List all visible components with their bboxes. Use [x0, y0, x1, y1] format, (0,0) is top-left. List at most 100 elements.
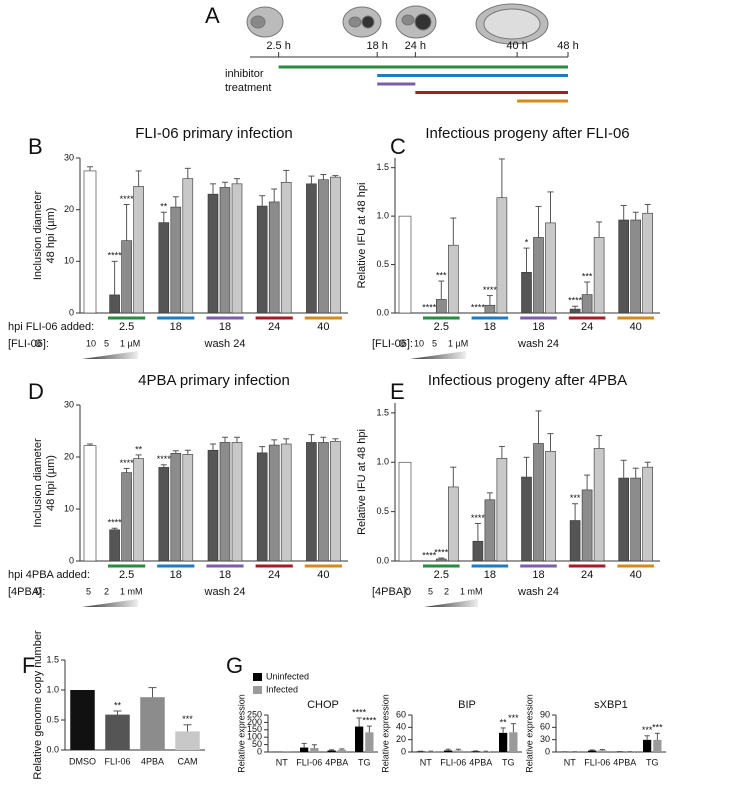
- group-note: wash 24: [517, 586, 559, 598]
- group-label: 18: [219, 321, 231, 333]
- conc-label: [4PBA]:: [8, 586, 45, 598]
- bar: [618, 477, 630, 562]
- conc-tick: 2: [444, 586, 449, 596]
- panel-letter: A: [205, 3, 220, 28]
- significance: ***: [436, 270, 447, 280]
- bar: [109, 294, 120, 314]
- y-tick-label: 50: [252, 739, 262, 749]
- group-label: 18: [219, 569, 231, 581]
- treatment-label: inhibitor: [225, 68, 264, 80]
- conc-gradient: [82, 351, 138, 359]
- group-label: 18: [170, 569, 182, 581]
- bar: [533, 237, 544, 314]
- significance: ****: [352, 707, 367, 717]
- y-tick-label: 20: [64, 204, 74, 214]
- significance: ****: [483, 285, 498, 295]
- y-tick-label: 30: [540, 734, 550, 744]
- bar: [121, 472, 132, 562]
- bar: [219, 187, 231, 314]
- conc-gradient: [82, 599, 138, 607]
- y-tick-label: 20: [64, 451, 74, 461]
- group-label: 24: [268, 569, 280, 581]
- y-tick-label: 0: [545, 746, 550, 756]
- panel-letter: B: [28, 134, 43, 159]
- conc-tick: 10: [86, 338, 96, 348]
- conc-tick: 0: [405, 586, 411, 598]
- x-tick-label: CAM: [178, 756, 198, 766]
- bar: [231, 183, 243, 314]
- group-label: 18: [532, 321, 544, 333]
- significance: ***: [642, 725, 653, 735]
- legend-swatch: [253, 686, 262, 694]
- group-label: 18: [532, 569, 544, 581]
- bar: [598, 750, 607, 752]
- x-tick-label: FLI-06: [104, 756, 130, 766]
- group-note: wash 24: [517, 338, 559, 350]
- x-tick-label: TG: [358, 757, 371, 767]
- bar: [435, 299, 447, 314]
- bar: [170, 453, 182, 562]
- y-axis-label: Inclusion diameter: [32, 438, 44, 528]
- conc-tick: 5: [428, 586, 433, 596]
- y-tick-label: 0: [69, 555, 74, 565]
- y-axis-label: Inclusion diameter: [32, 191, 44, 281]
- tick-label: 24 h: [405, 40, 426, 52]
- significance: ***: [652, 723, 663, 733]
- x-tick-label: FLI-06: [584, 757, 610, 767]
- group-label: 24: [268, 321, 280, 333]
- group-label: 18: [170, 321, 182, 333]
- bar: [545, 451, 556, 562]
- bar: [140, 697, 165, 750]
- significance: ****: [471, 302, 486, 312]
- bar: [588, 750, 597, 752]
- bar: [158, 222, 170, 314]
- bar: [484, 499, 496, 562]
- panel-title: CHOP: [307, 699, 339, 711]
- conc-tick: 5: [432, 338, 437, 348]
- y-tick-label: 1.5: [46, 654, 59, 664]
- chart-title: Infectious progeny after FLI-06: [425, 125, 629, 142]
- chart-title: 4PBA primary infection: [138, 372, 290, 389]
- bar: [83, 170, 97, 314]
- significance: **: [114, 700, 122, 710]
- tick-label: 48 h: [557, 40, 578, 52]
- group-label: 18: [484, 321, 496, 333]
- group-label: 24: [581, 569, 593, 581]
- bar: [231, 442, 243, 562]
- significance: ****: [471, 513, 486, 523]
- x-tick-label: NT: [420, 757, 432, 767]
- bar: [569, 308, 581, 314]
- y-axis-label: Relative expression: [380, 694, 390, 773]
- significance: **: [160, 202, 168, 212]
- significance: ****: [120, 194, 135, 204]
- bar: [268, 444, 280, 562]
- y-tick-label: 1.0: [376, 457, 389, 467]
- y-tick-label: 0.5: [376, 506, 389, 516]
- bar: [105, 714, 130, 750]
- bar: [643, 739, 652, 752]
- y-tick-label: 1.5: [376, 162, 389, 172]
- conc-gradient: [424, 599, 478, 607]
- conc-tick: 0: [35, 338, 41, 350]
- group-label: 40: [317, 569, 329, 581]
- significance: ****: [362, 715, 377, 725]
- panel-letter: E: [390, 379, 405, 404]
- bar: [398, 461, 412, 562]
- y-tick-label: 0.0: [46, 744, 59, 754]
- bar: [318, 179, 329, 314]
- bar: [175, 731, 200, 750]
- bar: [581, 294, 593, 314]
- bar: [642, 212, 654, 314]
- significance: *: [525, 237, 529, 247]
- x-tick-label: FLI-06: [296, 757, 322, 767]
- y-tick-label: 30: [64, 399, 74, 409]
- significance: ***: [582, 271, 593, 281]
- y-axis-label: Relative expression: [524, 694, 534, 773]
- significance: ****: [120, 458, 135, 468]
- significance: ****: [434, 547, 449, 557]
- conc-tick: 1 mM: [120, 586, 143, 596]
- panel-letter: D: [28, 379, 44, 404]
- bar: [521, 272, 532, 314]
- bar: [496, 197, 508, 314]
- y-tick-label: 1.0: [376, 211, 389, 221]
